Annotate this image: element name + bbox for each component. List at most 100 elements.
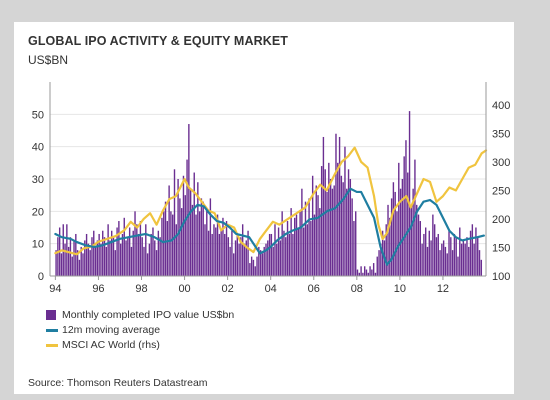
ipo-bar: [182, 175, 185, 276]
ipo-bar: [159, 237, 161, 276]
ipo-bar: [353, 221, 355, 276]
ipo-bar: [295, 214, 298, 276]
ipo-bar: [276, 243, 278, 276]
ipo-bar: [315, 185, 317, 276]
ipo-bar: [155, 250, 158, 276]
ipo-bar: [80, 246, 82, 276]
ipo-bar: [241, 224, 244, 276]
ipo-bar: [435, 237, 438, 276]
ipo-bar: [344, 146, 346, 276]
ipo-bar: [220, 230, 222, 276]
ipo-bar: [469, 230, 472, 276]
ipo-bar: [423, 233, 425, 276]
ipo-bar: [73, 240, 75, 276]
ipo-bar: [82, 253, 84, 276]
ipo-bar: [152, 227, 154, 276]
ipo-bar: [123, 217, 125, 276]
ipo-bar: [446, 253, 448, 276]
ipo-bar: [369, 266, 371, 276]
ipo-bar: [455, 237, 457, 276]
ipo-bar: [412, 188, 414, 276]
legend-label: MSCI AC World (rhs): [62, 339, 160, 351]
ipo-bar: [416, 204, 418, 276]
ipo-bar: [125, 240, 127, 276]
ipo-bar: [227, 237, 230, 276]
ipo-bar: [408, 111, 411, 276]
ipo-bar: [405, 140, 407, 276]
ipo-bar: [480, 259, 483, 276]
source-note: Source: Thomson Reuters Datastream: [28, 377, 208, 389]
ipo-bar: [259, 250, 262, 276]
y-tick-label: 50: [32, 109, 44, 121]
ipo-bar: [310, 221, 312, 276]
ipo-bar: [175, 224, 177, 276]
ipo-bar: [265, 243, 267, 276]
ipo-bar: [89, 250, 91, 276]
ipo-bar: [189, 188, 192, 276]
ipo-bar: [197, 182, 199, 276]
ipo-bar: [322, 136, 325, 276]
ipo-bar: [460, 243, 463, 276]
ipo-bar: [299, 211, 301, 276]
ipo-bar: [130, 246, 133, 276]
ipo-bar: [292, 233, 294, 276]
ipo-bar: [107, 224, 109, 276]
ipo-bar: [324, 169, 326, 276]
ipo-bar: [111, 230, 113, 276]
ipo-bar: [417, 214, 420, 276]
ipo-bar: [93, 230, 95, 276]
ipo-bar: [229, 246, 231, 276]
ipo-bar: [55, 250, 57, 276]
ipo-bar: [231, 230, 233, 276]
ipo-bar: [150, 233, 152, 276]
ipo-chart: 0 10 20 30 40 50 100 150 200 250 300 350 400 94 96 98 00…: [32, 82, 510, 295]
ipo-bar: [365, 269, 368, 276]
ipo-bar: [163, 211, 165, 276]
ipo-bar: [148, 243, 151, 276]
ipo-bar: [374, 272, 377, 276]
ipo-bar: [346, 188, 348, 276]
ipo-bar: [304, 201, 307, 276]
ipo-bar: [372, 263, 375, 276]
ipo-bar: [389, 217, 391, 276]
ipo-bar: [385, 224, 387, 276]
moving-average-line: [54, 187, 485, 266]
ipo-bar: [380, 243, 382, 276]
ipo-bar: [430, 240, 432, 276]
ipo-bar: [188, 124, 190, 276]
ipo-bar: [66, 224, 68, 276]
ipo-bar: [337, 162, 339, 276]
ipo-bar: [450, 237, 452, 276]
ipo-bar: [204, 224, 206, 276]
ipo-bar: [202, 201, 204, 276]
ipo-bar: [143, 246, 145, 276]
ipo-bar: [91, 237, 93, 276]
ipo-bar: [471, 224, 474, 276]
ipo-bar: [191, 204, 194, 276]
ipo-bar: [267, 240, 269, 276]
ipo-bar: [177, 179, 179, 276]
ipo-bar: [428, 230, 430, 276]
y2-tick-label: 350: [492, 128, 510, 140]
ipo-bar: [173, 169, 176, 276]
y-tick-label: 10: [32, 239, 44, 251]
ipo-bar: [464, 243, 466, 276]
ipo-bar: [390, 198, 393, 276]
ipo-bar: [250, 256, 253, 276]
ipo-bar: [473, 243, 475, 276]
ipo-bar: [376, 256, 378, 276]
ipo-bar: [105, 246, 108, 276]
ipo-bar: [358, 272, 361, 276]
x-tick-label: 12: [437, 283, 449, 295]
ipo-bar: [319, 208, 321, 276]
ipo-bar: [137, 233, 140, 276]
ipo-bar: [245, 240, 247, 276]
ipo-bar: [403, 156, 405, 276]
legend-label: Monthly completed IPO value US$bn: [62, 309, 235, 321]
ipo-bar: [360, 266, 362, 276]
ipo-bar: [347, 169, 350, 276]
y2-tick-label: 200: [492, 214, 510, 226]
ipo-bar: [437, 233, 439, 276]
ipo-bar: [320, 166, 323, 276]
ipo-bar: [475, 227, 477, 276]
